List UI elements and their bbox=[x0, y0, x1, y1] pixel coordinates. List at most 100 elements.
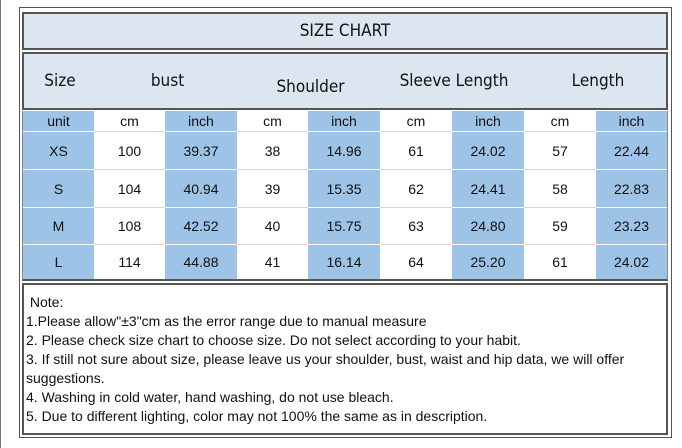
value-cell: 24.02 bbox=[613, 254, 650, 270]
row-divider bbox=[380, 244, 452, 245]
value-cell: 25.20 bbox=[470, 254, 506, 270]
note-line-1: 1.Please allow"±3"cm as the error range … bbox=[26, 313, 427, 329]
value-cell: 15.35 bbox=[326, 180, 362, 197]
value-cell: 62 bbox=[408, 180, 424, 197]
value-cell: 44.88 bbox=[183, 254, 219, 270]
header-bust: bust bbox=[150, 71, 185, 91]
unit-label: unit bbox=[47, 113, 70, 129]
value-cell: 38 bbox=[264, 142, 281, 159]
unit-cell: cm bbox=[263, 113, 282, 129]
value-cell: 104 bbox=[117, 180, 142, 197]
value-cell: 114 bbox=[118, 254, 141, 270]
row-divider bbox=[308, 131, 380, 132]
row-divider bbox=[380, 169, 452, 170]
row-divider bbox=[165, 207, 237, 208]
row-divider bbox=[165, 169, 237, 170]
header-size: Size bbox=[44, 71, 76, 91]
size-l: L bbox=[54, 254, 63, 270]
value-cell: 42.52 bbox=[183, 218, 219, 234]
chart-title: SIZE CHART bbox=[299, 21, 391, 41]
row-divider bbox=[94, 131, 165, 132]
value-cell: 108 bbox=[117, 218, 142, 234]
value-cell: 22.83 bbox=[613, 180, 650, 197]
row-divider bbox=[452, 131, 524, 132]
value-cell: 39 bbox=[264, 180, 281, 197]
note-line-4: 4. Washing in cold water, hand washing, … bbox=[26, 389, 394, 405]
value-cell: 41 bbox=[264, 254, 281, 270]
title-bar: SIZE CHART bbox=[22, 12, 668, 50]
row-divider bbox=[380, 131, 452, 132]
row-divider bbox=[308, 169, 380, 170]
column-bust-inch: inch 39.37 40.94 42.52 44.88 bbox=[165, 111, 237, 279]
row-divider bbox=[94, 169, 165, 170]
row-divider bbox=[23, 169, 94, 170]
value-cell: 61 bbox=[552, 254, 568, 270]
unit-cell: cm bbox=[406, 113, 426, 129]
size-m: M bbox=[52, 218, 65, 234]
note-line-5: 5. Due to different lighting, color may … bbox=[26, 408, 488, 424]
unit-cell: inch bbox=[475, 113, 501, 129]
row-divider bbox=[524, 207, 596, 208]
value-cell: 58 bbox=[552, 180, 568, 197]
column-shoulder-inch: inch 14.96 15.35 15.75 16.14 bbox=[308, 111, 380, 279]
value-cell: 14.96 bbox=[326, 142, 362, 159]
unit-cell: cm bbox=[550, 113, 570, 129]
row-divider bbox=[165, 244, 237, 245]
row-divider bbox=[452, 169, 524, 170]
row-divider bbox=[237, 207, 308, 208]
column-size: unit XS S M L bbox=[23, 111, 94, 279]
value-cell: 64 bbox=[408, 254, 424, 270]
row-divider bbox=[524, 169, 596, 170]
row-divider bbox=[23, 131, 94, 132]
row-divider bbox=[23, 207, 94, 208]
row-divider bbox=[23, 244, 94, 245]
value-cell: 59 bbox=[552, 218, 568, 234]
value-cell: 23.23 bbox=[613, 218, 650, 234]
row-divider bbox=[524, 244, 596, 245]
value-cell: 24.02 bbox=[470, 142, 506, 159]
unit-cell: inch bbox=[331, 113, 357, 129]
column-sleeve-cm: cm 61 62 63 64 bbox=[380, 111, 452, 279]
column-bust-cm: cm 100 104 108 114 bbox=[94, 111, 165, 279]
unit-cell: cm bbox=[120, 113, 139, 129]
column-shoulder-cm: cm 38 39 40 41 bbox=[237, 111, 308, 279]
value-cell: 40 bbox=[264, 218, 281, 234]
row-divider bbox=[452, 244, 524, 245]
column-sleeve-inch: inch 24.02 24.41 24.80 25.20 bbox=[452, 111, 524, 279]
value-cell: 40.94 bbox=[183, 180, 219, 197]
notes-panel: Note: 1.Please allow"±3"cm as the error … bbox=[22, 283, 668, 435]
row-divider bbox=[237, 244, 308, 245]
value-cell: 24.41 bbox=[470, 180, 506, 197]
size-table: unit XS S M L cm 100 104 108 114 inch 39… bbox=[22, 111, 668, 281]
row-divider bbox=[308, 207, 380, 208]
row-divider bbox=[237, 169, 308, 170]
value-cell: 39.37 bbox=[183, 142, 219, 159]
column-length-cm: cm 57 58 59 61 bbox=[524, 111, 596, 279]
page-left-edge bbox=[0, 0, 1, 448]
header-shoulder: Shoulder bbox=[276, 77, 345, 97]
value-cell: 15.75 bbox=[326, 218, 362, 234]
unit-cell: inch bbox=[188, 113, 214, 129]
size-s: S bbox=[53, 180, 64, 197]
row-divider bbox=[237, 131, 308, 132]
row-divider bbox=[596, 207, 667, 208]
row-divider bbox=[380, 207, 452, 208]
value-cell: 63 bbox=[408, 218, 424, 234]
note-line-3: 3. If still not sure about size, please … bbox=[26, 351, 629, 386]
row-divider bbox=[452, 207, 524, 208]
value-cell: 57 bbox=[552, 142, 568, 159]
row-divider bbox=[596, 131, 667, 132]
row-divider bbox=[596, 169, 667, 170]
row-divider bbox=[596, 244, 667, 245]
row-divider bbox=[524, 131, 596, 132]
row-divider bbox=[308, 244, 380, 245]
value-cell: 61 bbox=[408, 142, 424, 159]
note-line-2: 2. Please check size chart to choose siz… bbox=[26, 332, 521, 348]
value-cell: 100 bbox=[117, 142, 142, 159]
row-divider bbox=[94, 207, 165, 208]
value-cell: 16.14 bbox=[326, 254, 362, 270]
header-length: Length bbox=[571, 71, 625, 91]
value-cell: 22.44 bbox=[613, 142, 650, 159]
size-xs: XS bbox=[49, 142, 68, 159]
size-chart-frame bbox=[19, 7, 672, 438]
